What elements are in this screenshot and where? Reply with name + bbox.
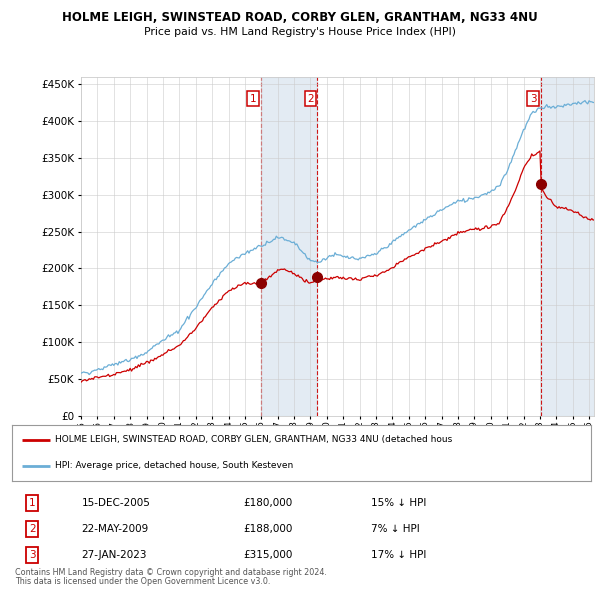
Text: £180,000: £180,000 [244,498,293,507]
Bar [541,77,594,416]
Text: 1: 1 [250,94,256,104]
Text: 22-MAY-2009: 22-MAY-2009 [82,524,149,534]
Text: This data is licensed under the Open Government Licence v3.0.: This data is licensed under the Open Gov… [15,577,271,586]
Text: 7% ↓ HPI: 7% ↓ HPI [371,524,420,534]
Text: HOLME LEIGH, SWINSTEAD ROAD, CORBY GLEN, GRANTHAM, NG33 4NU (detached hous: HOLME LEIGH, SWINSTEAD ROAD, CORBY GLEN,… [55,435,452,444]
Text: HPI: Average price, detached house, South Kesteven: HPI: Average price, detached house, Sout… [55,461,293,470]
Text: 3: 3 [530,94,536,104]
Text: £315,000: £315,000 [244,550,293,560]
Bar [260,77,317,416]
Text: 2: 2 [29,524,35,534]
Text: 17% ↓ HPI: 17% ↓ HPI [371,550,427,560]
Text: Contains HM Land Registry data © Crown copyright and database right 2024.: Contains HM Land Registry data © Crown c… [15,568,327,576]
Text: 15% ↓ HPI: 15% ↓ HPI [371,498,427,507]
Text: 3: 3 [29,550,35,560]
Text: 27-JAN-2023: 27-JAN-2023 [82,550,147,560]
Text: £188,000: £188,000 [244,524,293,534]
Text: 1: 1 [29,498,35,507]
Text: Price paid vs. HM Land Registry's House Price Index (HPI): Price paid vs. HM Land Registry's House … [144,27,456,37]
Text: 15-DEC-2005: 15-DEC-2005 [82,498,151,507]
Text: HOLME LEIGH, SWINSTEAD ROAD, CORBY GLEN, GRANTHAM, NG33 4NU: HOLME LEIGH, SWINSTEAD ROAD, CORBY GLEN,… [62,11,538,24]
Text: 2: 2 [307,94,314,104]
